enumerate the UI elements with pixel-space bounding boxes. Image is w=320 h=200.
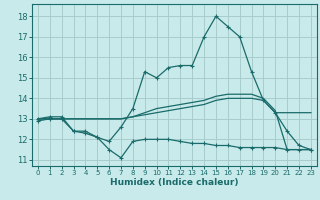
X-axis label: Humidex (Indice chaleur): Humidex (Indice chaleur) — [110, 178, 239, 187]
